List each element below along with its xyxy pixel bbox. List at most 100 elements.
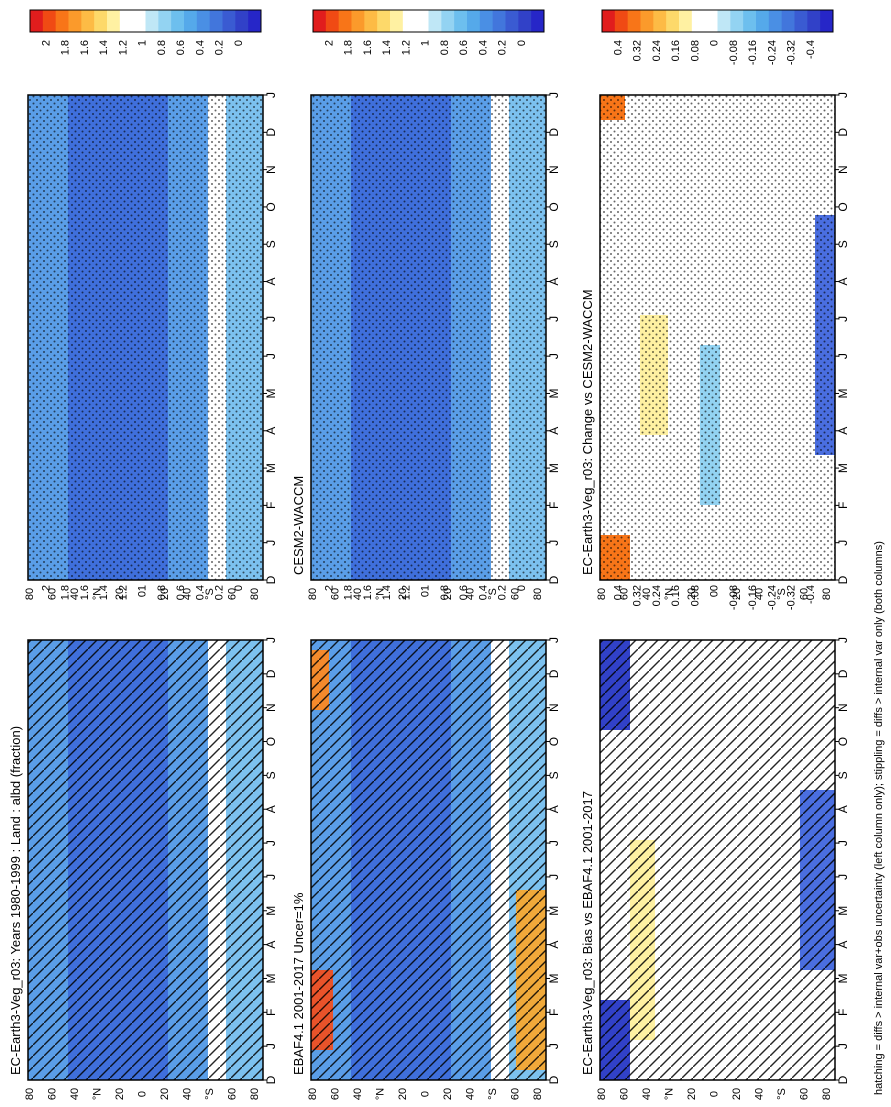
lat-tick-label: °N xyxy=(664,588,676,600)
colorbar-label: 0.6 xyxy=(175,585,187,600)
colorbar-swatch xyxy=(691,10,706,32)
month-tick-label: J xyxy=(264,874,278,880)
colorbar-label: 1.6 xyxy=(79,40,91,55)
month-tick-label: D xyxy=(547,575,561,584)
month-tick-label: S xyxy=(547,771,561,779)
colorbar-swatch xyxy=(428,10,442,32)
month-tick-label: F xyxy=(836,1009,850,1016)
colorbar-label: 0.8 xyxy=(439,40,451,55)
month-tick-label: M xyxy=(836,388,850,398)
colorbar-swatch xyxy=(415,10,429,32)
lat-tick-label: 80 xyxy=(821,588,833,600)
colorbar-swatch xyxy=(505,10,519,32)
colorbar-label: 0.8 xyxy=(156,585,168,600)
colorbar-swatch xyxy=(209,10,223,32)
colorbar-swatch xyxy=(390,10,404,32)
colorbar: 0.4 0.32 0.24 0.16 0.08 0 -0.08 -0.16 -0.24 -0.32… xyxy=(601,9,834,65)
month-tick-label: J xyxy=(547,316,561,322)
month-tick-label: J xyxy=(836,353,850,359)
lat-tick-label: 60 xyxy=(47,1088,59,1100)
colorbar-label: 1.4 xyxy=(381,585,393,600)
colorbar-swatch xyxy=(627,10,641,32)
colorbar-frame xyxy=(29,9,262,33)
lat-tick-label: 0 xyxy=(709,591,721,597)
colorbar-swatch xyxy=(222,10,236,32)
lat-tick-label: 0 xyxy=(709,1091,721,1097)
colorbar-swatch xyxy=(107,10,121,32)
panel-title: EC-Earth3-Veg_r03: Years 1980-1999 : Lan… xyxy=(8,726,23,1075)
month-tick-label: D xyxy=(264,669,278,678)
lat-tick-label: 40 xyxy=(69,1088,81,1100)
lat-tick-label: 60 xyxy=(619,588,631,600)
colorbar-swatch xyxy=(768,10,783,32)
colorbar-label: -0.4 xyxy=(805,585,817,604)
month-tick-label: J xyxy=(836,1043,850,1049)
colorbar-label: 0.08 xyxy=(689,585,701,606)
panel-frame xyxy=(310,94,547,581)
month-tick-label: N xyxy=(836,165,850,174)
lat-tick-label: 80 xyxy=(249,588,261,600)
colorbar-swatch xyxy=(235,10,249,32)
figure-footer: hatching = diffs > internal var+obs unce… xyxy=(873,541,885,1095)
lat-tick-label: 20 xyxy=(159,1088,171,1100)
colorbar-label: 1.8 xyxy=(343,40,355,55)
colorbar-swatch xyxy=(196,10,211,32)
colorbar-swatch xyxy=(531,10,545,32)
lat-tick-label: 80 xyxy=(24,588,36,600)
panel-title: EC-Earth3-Veg_r03: Change vs CESM2-WACCM xyxy=(580,289,595,575)
month-tick-label: J xyxy=(264,637,278,643)
month-tick-label: M xyxy=(264,463,278,473)
lat-tick-label: 40 xyxy=(641,588,653,600)
lat-tick-label: 60 xyxy=(330,1088,342,1100)
colorbar-label: 1.2 xyxy=(117,40,129,55)
colorbar-frame xyxy=(601,9,834,33)
lat-tick-label: 40 xyxy=(69,588,81,600)
colorbar-label: 1.4 xyxy=(98,40,110,55)
panel-frame xyxy=(310,639,547,1081)
colorbar-label: 0.2 xyxy=(497,585,509,600)
month-tick-label: A xyxy=(836,941,850,949)
lat-tick-label: 80 xyxy=(24,1088,36,1100)
hatching-overlay xyxy=(600,640,835,1080)
colorbar-swatch xyxy=(119,10,134,32)
colorbar-swatch xyxy=(171,10,185,32)
colorbar-label: 0.24 xyxy=(651,40,663,61)
colorbar-swatch xyxy=(717,10,731,32)
hatching-overlay xyxy=(311,640,546,1080)
lat-tick-label: 60 xyxy=(510,1088,522,1100)
month-tick-label: M xyxy=(836,973,850,983)
colorbar-label: 0 xyxy=(709,40,721,46)
month-tick-label: A xyxy=(836,427,850,435)
month-tick-label: A xyxy=(264,427,278,435)
month-tick-label: J xyxy=(836,540,850,546)
colorbar-swatch xyxy=(351,10,365,32)
lat-tick-label: °S xyxy=(776,588,788,600)
colorbar-label: 1.8 xyxy=(60,40,72,55)
month-tick-label: M xyxy=(547,973,561,983)
colorbar-label: -0.24 xyxy=(766,40,778,65)
month-tick-label: D xyxy=(264,128,278,137)
panel-frame xyxy=(599,94,836,581)
month-tick-label: M xyxy=(264,973,278,983)
colorbar-label: 0.4 xyxy=(194,40,206,55)
hatching-overlay xyxy=(28,640,263,1080)
colorbar-swatch xyxy=(30,10,44,32)
colorbar-label: 0.8 xyxy=(439,585,451,600)
lat-tick-label: 20 xyxy=(114,588,126,600)
colorbar-label: 0.32 xyxy=(632,40,644,61)
month-tick-label: M xyxy=(264,906,278,916)
colorbar-label: 1.6 xyxy=(79,585,91,600)
colorbar-label: 0.2 xyxy=(214,40,226,55)
month-tick-label: N xyxy=(547,165,561,174)
month-tick-label: J xyxy=(547,840,561,846)
lat-tick-label: 20 xyxy=(686,1088,698,1100)
lat-tick-label: 80 xyxy=(532,588,544,600)
colorbar-label: 0.32 xyxy=(632,585,644,606)
lat-tick-label: 60 xyxy=(510,588,522,600)
month-tick-label: M xyxy=(264,388,278,398)
lat-tick-label: 60 xyxy=(330,588,342,600)
lat-tick-label: °N xyxy=(92,1088,104,1100)
